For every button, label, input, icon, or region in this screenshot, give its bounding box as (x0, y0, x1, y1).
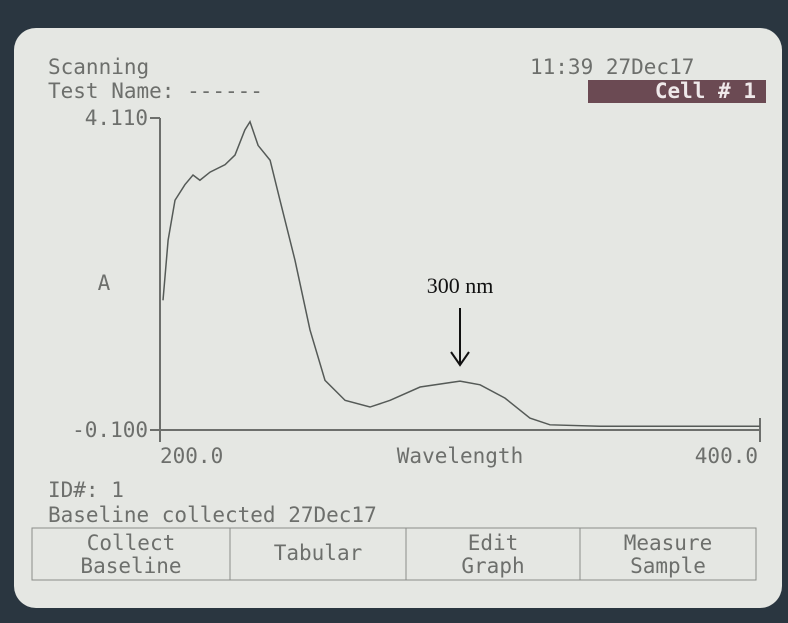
status: Scanning (48, 55, 149, 79)
page: { "status": "Scanning", "clock": "11:39 … (0, 0, 788, 623)
button-label: Collect (87, 531, 176, 555)
x-tick-label: 400.0 (695, 444, 758, 468)
button-label: Tabular (274, 541, 363, 565)
baseline-status: Baseline collected 27Dec17 (48, 503, 377, 527)
annotation: 300 nm (427, 273, 494, 298)
button-label: Baseline (80, 554, 181, 578)
button-label: Sample (630, 554, 706, 578)
cell: Cell # 1 (655, 79, 756, 103)
button-label: Measure (624, 531, 713, 555)
y-axis-label: A (98, 271, 111, 295)
id: ID#: 1 (48, 478, 124, 502)
x-tick-label: 200.0 (160, 444, 223, 468)
x-axis-label: Wavelength (397, 444, 523, 468)
y-tick-label: -0.100 (72, 418, 148, 442)
button[interactable]: Tabular (274, 541, 363, 565)
y-tick-label: 4.110 (85, 106, 148, 130)
button-label: Edit (468, 531, 519, 555)
button-label: Graph (461, 554, 524, 578)
test-name: Test Name: ------ (48, 79, 263, 103)
clock: 11:39 27Dec17 (530, 55, 694, 79)
screen-photo: Scanning 11:39 27Dec17 Test Name: ------… (0, 0, 788, 623)
